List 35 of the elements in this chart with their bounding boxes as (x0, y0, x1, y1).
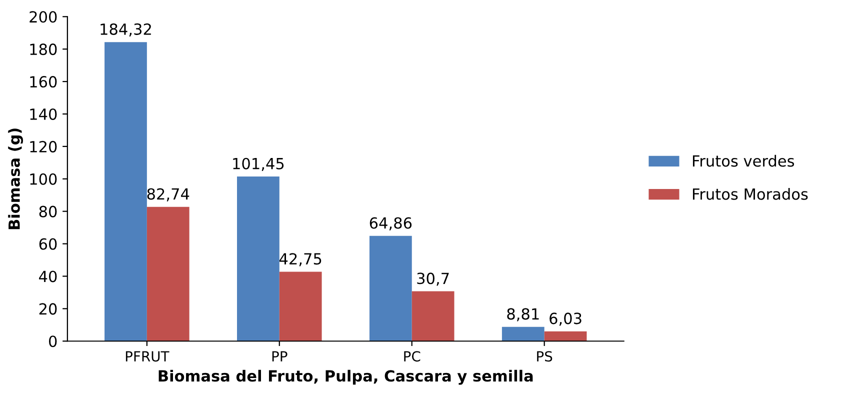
data-label: 42,75 (279, 253, 322, 266)
x-tick-label: PFRUT (126, 351, 170, 362)
x-tick-label: PS (537, 351, 552, 362)
x-axis-title: Biomasa del Fruto, Pulpa, Cascara y semilla (158, 370, 533, 385)
legend-label: Frutos Morados (692, 188, 808, 200)
x-tick-label: PP (272, 351, 288, 362)
y-tick-label: 180 (30, 44, 57, 56)
bar (502, 326, 544, 342)
y-tick-label: 120 (30, 140, 57, 152)
y-tick-label: 0 (49, 336, 57, 348)
bar (412, 291, 454, 342)
legend-label: Frutos verdes (692, 154, 794, 167)
bar (146, 206, 190, 342)
bar (369, 236, 412, 342)
data-label: 8,81 (507, 308, 539, 322)
bar (544, 331, 587, 342)
data-label: 64,86 (370, 217, 412, 230)
y-tick-label: 140 (30, 108, 57, 120)
y-tick-label: 60 (39, 238, 57, 250)
bar (104, 42, 147, 342)
y-tick-label: 160 (30, 76, 57, 88)
bar (237, 176, 280, 342)
y-tick-label: 20 (39, 303, 57, 315)
data-label: 6,03 (550, 312, 582, 326)
bar (279, 272, 322, 342)
y-axis-title: Biomasa (g) (8, 128, 23, 230)
y-tick-label: 200 (30, 11, 57, 23)
data-label: 184,32 (100, 23, 151, 37)
x-tick-label: PC (404, 351, 420, 362)
data-label: 101,45 (233, 158, 284, 171)
y-tick-label: 80 (39, 206, 57, 218)
data-label: 82,74 (147, 188, 190, 202)
y-tick-label: 40 (39, 270, 57, 282)
data-label: 30,7 (417, 272, 449, 286)
y-tick-label: 100 (30, 173, 57, 185)
